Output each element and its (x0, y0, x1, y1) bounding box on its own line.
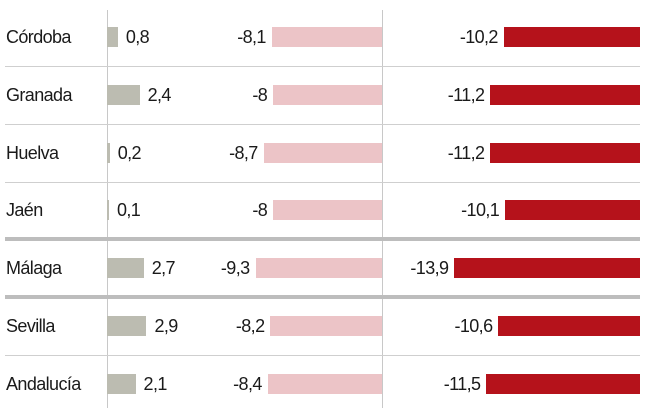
value-label-col1: 0,8 (125, 27, 150, 47)
value-label-col2: -8,1 (237, 27, 266, 47)
bar-col3 (490, 84, 640, 105)
bar-col2 (271, 27, 382, 47)
group-separator (5, 295, 640, 300)
bar-col3 (498, 316, 640, 336)
value-label-col2: -8 (252, 84, 268, 105)
value-label-col3: -10,2 (459, 27, 499, 47)
row-separator (5, 354, 640, 356)
row-separator (5, 65, 640, 67)
bar-col3 (505, 200, 640, 221)
bar-col2 (270, 316, 382, 336)
value-label-col1: 0,1 (117, 200, 141, 221)
bar-col1 (107, 200, 109, 221)
bar-col2 (273, 84, 382, 105)
value-label-col1: 2,1 (143, 373, 168, 394)
bar-col2 (263, 142, 382, 163)
value-label-col1: 2,7 (151, 258, 176, 279)
value-label-col2: -8 (252, 200, 268, 221)
bar-col1 (107, 373, 136, 394)
value-label-col1: 2,9 (154, 316, 178, 336)
bar-col3 (490, 142, 640, 163)
bar-col1 (107, 316, 147, 336)
bar-col1 (107, 84, 140, 105)
row-separator (5, 123, 640, 125)
value-label-col3: -11,5 (443, 373, 481, 394)
group-separator (5, 237, 640, 242)
value-label-col3: -10,1 (461, 200, 500, 221)
value-label-col2: -9,3 (220, 258, 250, 279)
bar-col1 (107, 27, 118, 47)
bar-col1 (107, 258, 144, 279)
value-label-col3: -10,6 (454, 316, 493, 336)
bar-col3 (503, 27, 640, 47)
value-label-col1: 2,4 (147, 84, 172, 105)
row-label: Córdoba (6, 27, 71, 47)
row-label: Jaén (6, 200, 43, 221)
row-label: Huelva (6, 142, 59, 163)
value-label-col2: -8,7 (229, 142, 258, 163)
bar-col3 (486, 373, 640, 394)
bar-col2 (255, 258, 382, 279)
row-label: Andalucía (6, 373, 81, 394)
value-label-col3: -13,9 (410, 258, 449, 279)
value-label-col2: -8,4 (233, 373, 262, 394)
bar-col1 (107, 142, 110, 163)
bar-col2 (267, 373, 382, 394)
value-label-col3: -11,2 (447, 142, 485, 163)
row-separator (5, 181, 640, 183)
axis-line-2 (382, 10, 383, 408)
row-label: Málaga (6, 258, 62, 279)
value-label-col2: -8,2 (235, 316, 265, 336)
bar-col3 (454, 258, 640, 279)
row-label: Sevilla (6, 316, 55, 336)
row-label: Granada (6, 84, 72, 105)
bar-col2 (273, 200, 382, 221)
value-label-col1: 0,2 (117, 142, 142, 163)
value-label-col3: -11,2 (447, 84, 485, 105)
